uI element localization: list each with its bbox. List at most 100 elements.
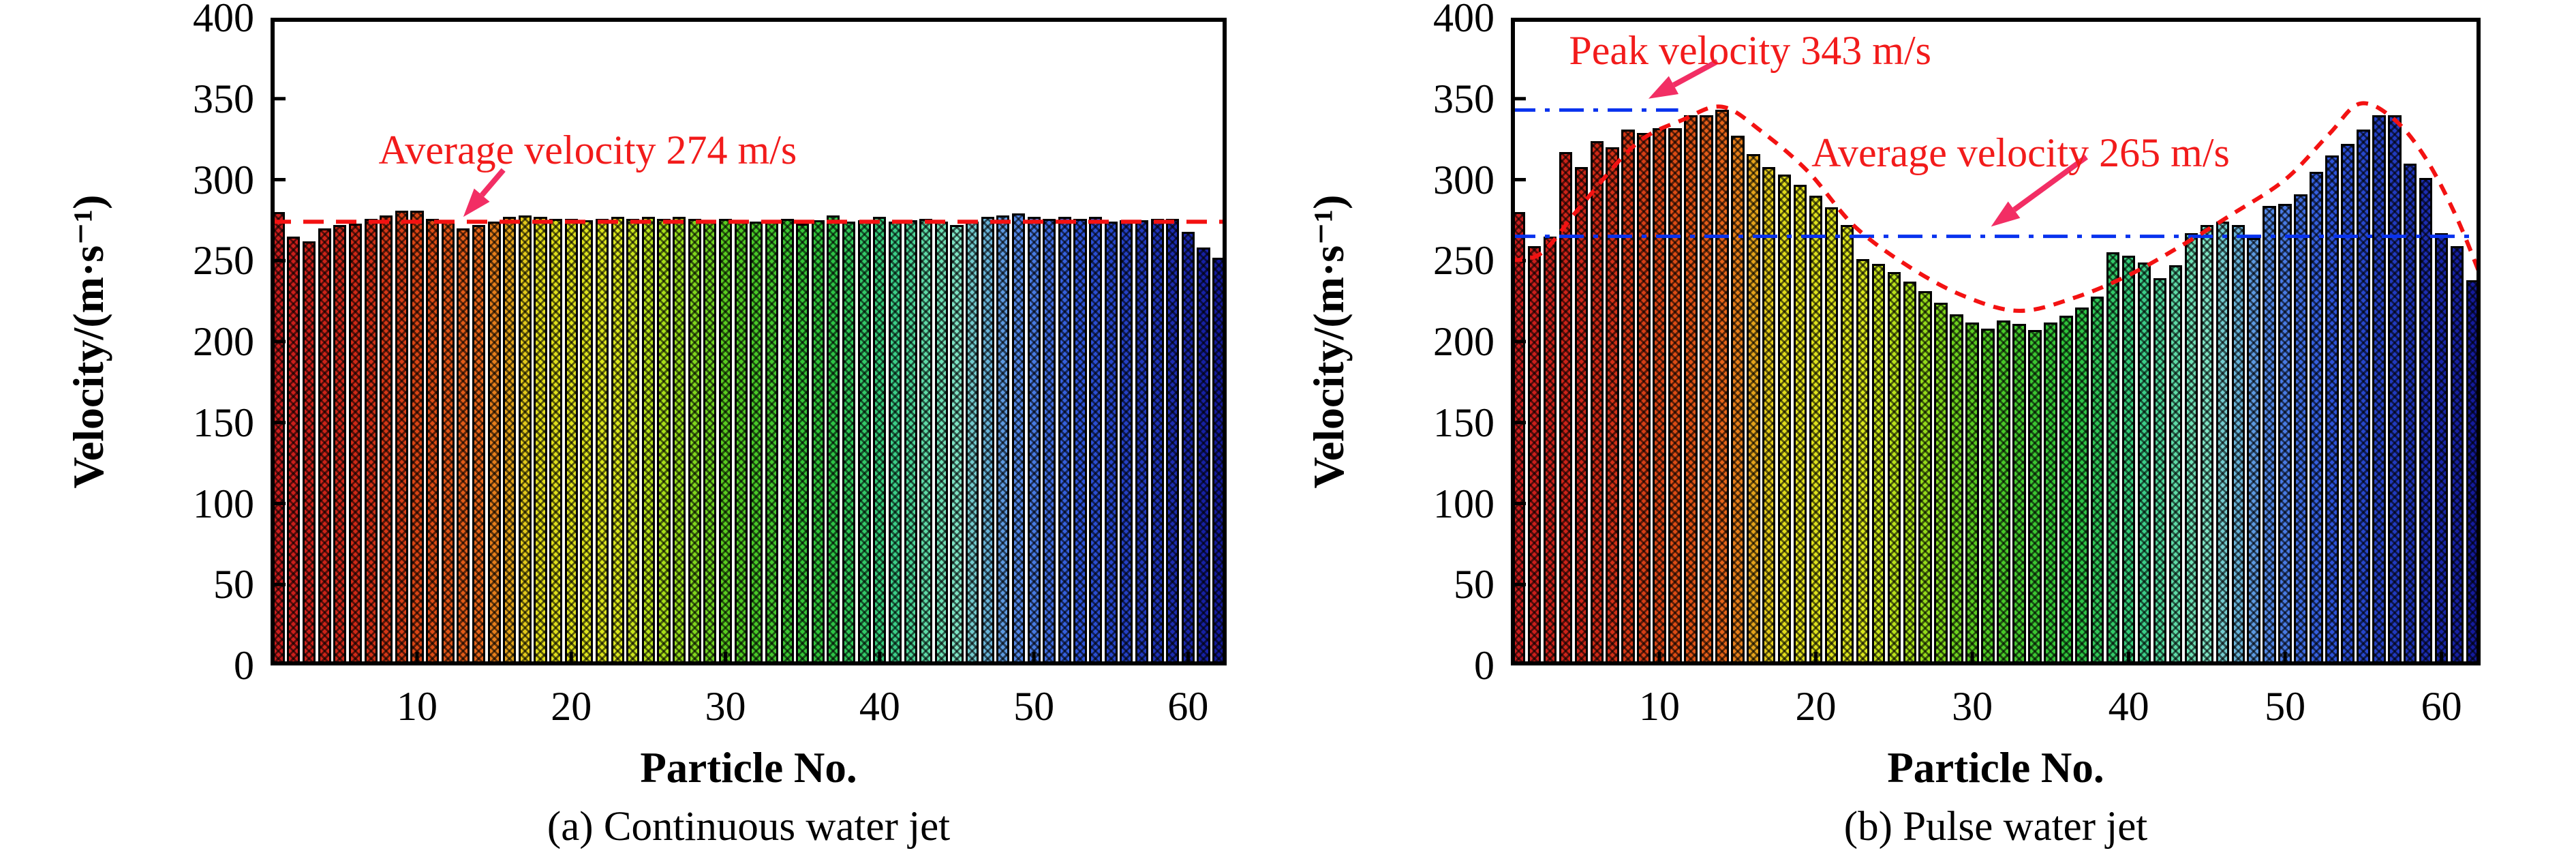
bar (981, 217, 994, 665)
bar (857, 220, 871, 665)
bar (518, 215, 532, 665)
bar (1011, 213, 1026, 665)
bar (1715, 110, 1729, 665)
bar (1997, 320, 2010, 665)
bar (888, 222, 902, 665)
bar (796, 223, 810, 665)
bar (2231, 225, 2245, 665)
bar (580, 220, 594, 665)
annotation-average-velocity: Average velocity 265 m/s (1811, 130, 2230, 176)
bar (2059, 316, 2073, 665)
bar (626, 218, 640, 665)
bar (549, 218, 563, 665)
bar (1543, 236, 1557, 665)
bar (1965, 322, 1979, 665)
bar (1058, 217, 1071, 665)
bar-series (1511, 18, 2481, 665)
plot-overlay (1511, 18, 2481, 665)
y-tick-label: 50 (1454, 562, 1494, 608)
bar (426, 218, 440, 665)
y-tick-label: 400 (1433, 0, 1494, 40)
bar (2184, 232, 2198, 665)
bar (2090, 296, 2104, 665)
bar (1181, 231, 1195, 665)
bar (1747, 153, 1760, 665)
bar (472, 225, 486, 665)
bar (1104, 222, 1118, 665)
bar (1135, 220, 1149, 665)
y-axis-tick-labels: 0 50 100 150 200 250 300 350 400 (1288, 0, 1494, 688)
bar (1871, 264, 1886, 665)
bar (673, 217, 686, 665)
bar (1918, 291, 1932, 665)
bar (1777, 175, 1792, 665)
bar (1590, 140, 1604, 665)
chart-caption: (b) Pulse water jet (1843, 804, 2148, 850)
bar (1653, 127, 1666, 665)
bar (395, 210, 408, 665)
bar (641, 217, 655, 665)
bar (2044, 322, 2057, 665)
x-tick-label: 40 (859, 684, 900, 729)
bar (1809, 196, 1823, 665)
bar (318, 228, 331, 665)
chart-b-pulse-water-jet: Velocity/(m·s⁻¹) 0 50 100 150 200 250 300 350 40… (1288, 0, 2576, 855)
y-tick-label: 350 (1433, 76, 1494, 121)
bar (2137, 262, 2151, 665)
bar (1762, 166, 1776, 665)
x-tick-label: 60 (2421, 684, 2462, 729)
bar (688, 218, 701, 665)
y-tick-label: 100 (193, 481, 254, 526)
bar (1166, 218, 1180, 665)
bar (2121, 256, 2136, 665)
bar (2434, 232, 2449, 665)
bar (348, 223, 362, 665)
x-axis-label: Particle No. (1887, 744, 2104, 792)
bar (611, 217, 624, 665)
bar (1668, 127, 1682, 665)
bar (2419, 178, 2433, 665)
bar (919, 218, 933, 665)
x-tick-label: 20 (1795, 684, 1837, 729)
bar (2357, 129, 2370, 665)
bar (2372, 115, 2386, 665)
bar (1637, 132, 1651, 665)
bar (1950, 314, 1963, 665)
bar (1027, 217, 1041, 665)
y-tick-label: 250 (1433, 238, 1494, 284)
bar (2341, 144, 2355, 665)
bar (1840, 225, 1854, 665)
bar (1574, 166, 1589, 665)
chart-a-continuous-water-jet: Velocity/(m·s⁻¹) 0 50 100 150 200 250 300 350 40… (64, 0, 1227, 850)
bar (410, 210, 424, 665)
bar (950, 225, 964, 665)
y-tick-label: 0 (1474, 643, 1494, 688)
y-tick-label: 350 (193, 76, 254, 121)
bar (1043, 218, 1056, 665)
bar (1731, 136, 1745, 665)
x-tick-label: 20 (551, 684, 592, 729)
y-tick-label: 200 (1433, 319, 1494, 364)
bar (2106, 252, 2120, 665)
bar (2278, 204, 2292, 665)
bar (2466, 280, 2480, 665)
bar (2012, 323, 2026, 665)
bar (564, 218, 578, 665)
bar (703, 220, 717, 665)
chart-caption: (a) Continuous water jet (547, 804, 951, 850)
bar (904, 220, 917, 665)
bar (811, 220, 825, 665)
bar (2310, 171, 2323, 665)
bar (1197, 247, 1210, 665)
bar (287, 236, 301, 665)
bar (2294, 194, 2307, 665)
x-axis-tick-labels: 10 20 30 40 50 60 (271, 680, 1227, 735)
bar (2153, 278, 2167, 665)
bar (657, 218, 671, 665)
annotation-peak-velocity: Peak velocity 343 m/s (1569, 28, 1931, 74)
y-tick-label: 150 (193, 400, 254, 445)
bar (2075, 308, 2089, 665)
bar (2168, 265, 2183, 665)
bar (487, 222, 501, 665)
